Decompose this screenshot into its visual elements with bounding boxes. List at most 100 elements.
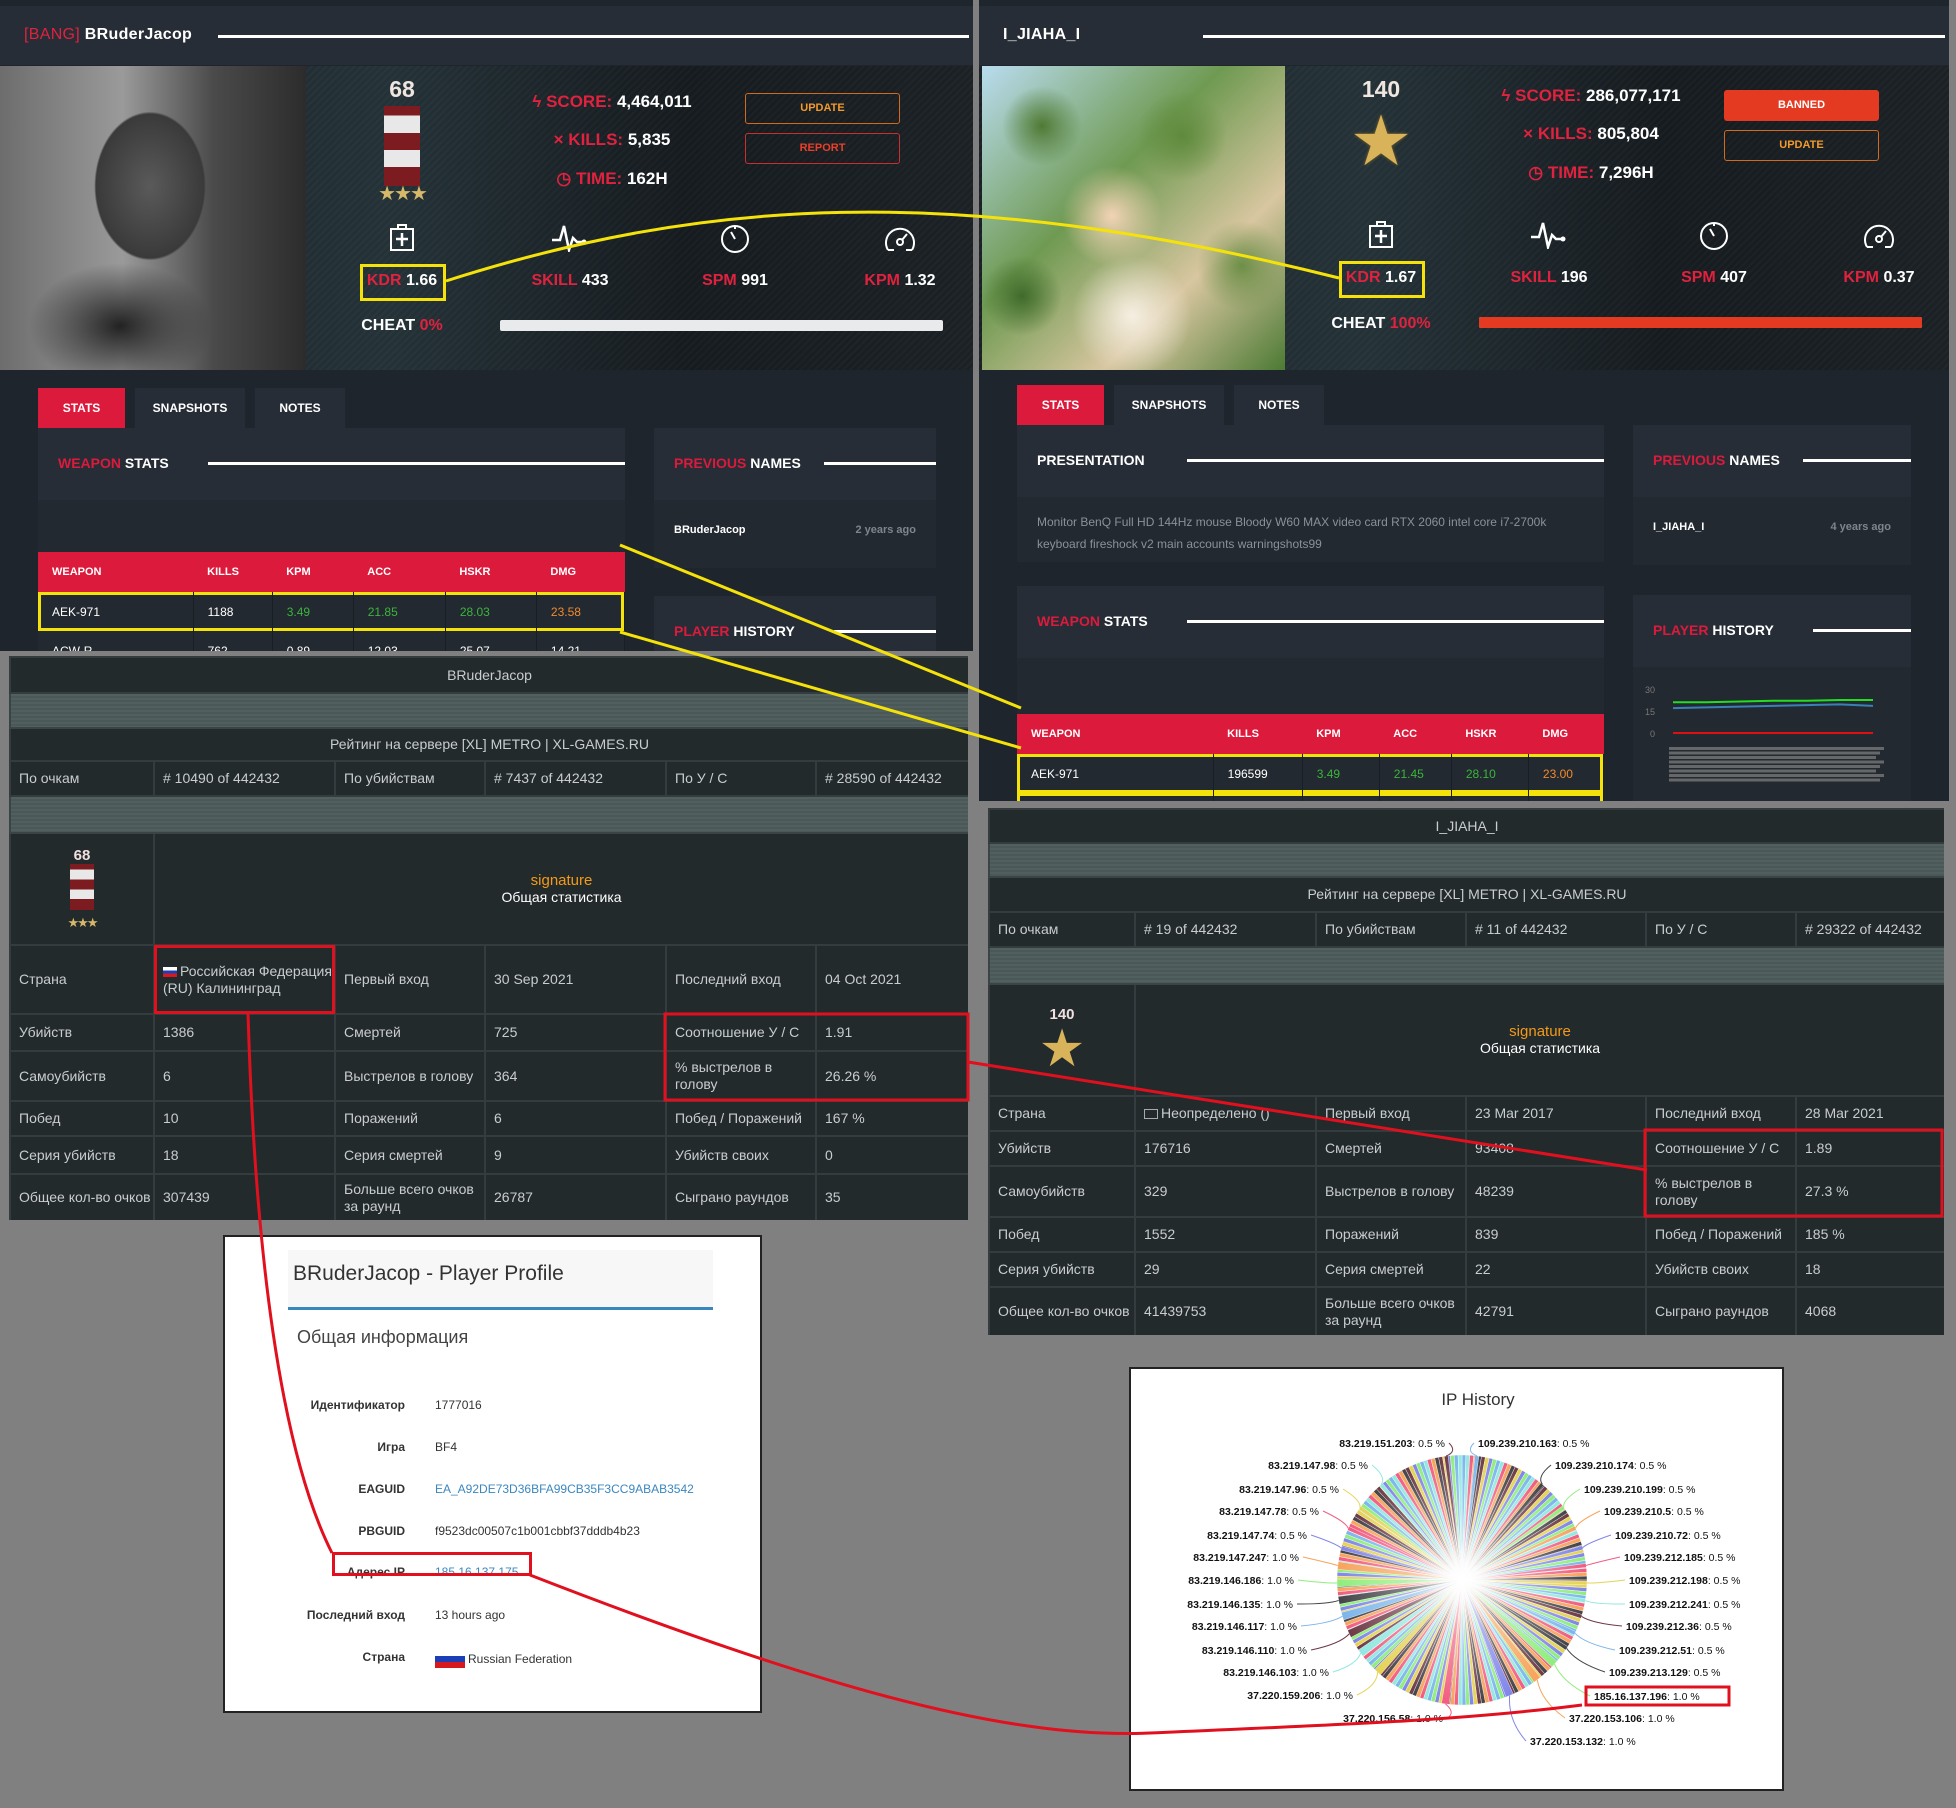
tab-stats[interactable]: STATS [1017, 385, 1104, 425]
weapon-cell: 28.03 [445, 592, 537, 631]
stat-value: 93408 [1465, 1130, 1647, 1167]
stats-row: Побед 1552 Поражений 839 Побед / Поражений 18… [988, 1216, 1944, 1253]
stats-row: Побед 10 Поражений 6 Побед / Поражений 167 % [9, 1100, 968, 1137]
stats-player-title: BRuderJacop [9, 656, 968, 694]
pie-data-label: 83.219.147.78: 0.5 % [1219, 1506, 1319, 1518]
presentation-text: Monitor BenQ Full HD 144Hz mouse Bloody … [1037, 515, 1547, 551]
weapon-cell: 27.85 [1528, 793, 1605, 801]
ip-history-chart: IP History 109.239.210.163: 0.5 % 109.239.… [1129, 1367, 1784, 1791]
stat-label: Последний вход [665, 944, 817, 1015]
column-header-weapon[interactable]: WEAPON [38, 552, 194, 592]
time-line: ◷ TIME: 7,296H [1528, 163, 1654, 182]
cheat-progress-fill [1479, 317, 1922, 328]
medkit-icon [382, 222, 422, 257]
weapon-row[interactable]: AEK-971 1188 3.49 21.85 28.03 23.58 [38, 592, 626, 631]
rank-label: По У / С [665, 760, 817, 797]
tab-snapshots[interactable]: SNAPSHOTS [1114, 385, 1224, 425]
weapon-cell: 1188 [193, 592, 273, 631]
card-divider [834, 630, 936, 633]
stat-label: Сыграно раундов [1645, 1286, 1797, 1335]
weapon-cell: 21.85 [353, 592, 446, 631]
stat-value: 18 [153, 1135, 336, 1175]
tab-notes[interactable]: NOTES [1234, 385, 1324, 425]
stat-label: Первый вход [1315, 1095, 1467, 1132]
weapon-cell: ACE 23 [1017, 793, 1214, 801]
report-button[interactable]: REPORT [745, 133, 900, 164]
tab-notes[interactable]: NOTES [255, 388, 345, 428]
column-header-dmg[interactable]: DMG [1528, 714, 1604, 754]
pie-leader-line [1536, 1679, 1566, 1719]
time-line: ◷ TIME: 162H [556, 169, 668, 188]
server-rating-title: Рейтинг на сервере [XL] METRO | XL-GAMES… [9, 727, 968, 762]
column-header-acc[interactable]: ACC [353, 552, 446, 592]
speedometer-icon [1859, 219, 1899, 256]
stat-spm: SPM 407 [1681, 269, 1747, 286]
column-header-hskr[interactable]: HSKR [445, 552, 537, 592]
player-history-card: PLAYER HISTORY [654, 596, 936, 651]
band-divider [9, 692, 968, 729]
ip-highlight-box [332, 1552, 532, 1576]
column-header-hskr[interactable]: HSKR [1451, 714, 1529, 754]
signature-link[interactable]: signature [530, 872, 593, 889]
profile-field-label: Идентификатор [310, 1398, 405, 1412]
column-header-kills[interactable]: KILLS [1213, 714, 1303, 754]
signature-link[interactable]: signature [1509, 1023, 1571, 1040]
header-divider [1203, 35, 1945, 38]
profile-field-value: 1777016 [435, 1398, 482, 1412]
previous-name-age: 2 years ago [855, 524, 916, 536]
rank-value: # 10490 of 442432 [153, 760, 336, 797]
stat-value: 1552 [1134, 1216, 1317, 1253]
player-avatar [982, 66, 1285, 370]
rank-emblem: 68 ★★★ [9, 832, 155, 946]
stat-label: Убийств [988, 1130, 1136, 1167]
pie-data-label: 109.239.210.199: 0.5 % [1584, 1484, 1696, 1496]
lightning-icon: ϟ [1501, 86, 1511, 105]
previous-name[interactable]: BRuderJacop [674, 524, 746, 536]
rank-emblem: 140 ★ [988, 983, 1136, 1097]
blurred-legend [1669, 747, 1884, 750]
pie-data-label: 109.239.212.185: 0.5 % [1624, 1552, 1736, 1564]
column-header-kpm[interactable]: KPM [272, 552, 354, 592]
stat-label: Побед [988, 1216, 1136, 1253]
stat-label: Соотношение У / С [1645, 1130, 1797, 1167]
pie-leader-line [1563, 1488, 1581, 1508]
server-stats-ru_right: I_JIAHA_I Рейтинг на сервере [XL] METRO |… [988, 808, 1944, 1335]
weapon-row[interactable]: AEK-971 196599 3.49 21.45 28.10 23.00 [1017, 754, 1605, 793]
pie-leader-line [1322, 1510, 1349, 1529]
stat-value: 26787 [484, 1173, 667, 1220]
column-header-weapon[interactable]: WEAPON [1017, 714, 1214, 754]
weapon-row[interactable]: ACE 231118993.0719.4025.6927.85 [1017, 793, 1605, 801]
stat-value: 26.26 % [814, 1050, 968, 1102]
stats-row: Общее кол-во очков 307439 Больше всего очк… [9, 1173, 968, 1220]
pie-leader-line [1540, 1464, 1552, 1485]
pie-leader-line [1585, 1600, 1626, 1605]
update-button[interactable]: UPDATE [745, 93, 900, 124]
update-button[interactable]: UPDATE [1724, 130, 1879, 161]
stat-value: 48239 [1465, 1165, 1647, 1218]
column-header-acc[interactable]: ACC [1379, 714, 1452, 754]
tab-snapshots[interactable]: SNAPSHOTS [135, 388, 245, 428]
pie-leader-line [1445, 1442, 1454, 1457]
column-header-kpm[interactable]: KPM [1302, 714, 1380, 754]
previous-name[interactable]: I_JIAHA_I [1653, 521, 1705, 533]
weapon-cell: 0.89 [272, 631, 354, 651]
kdr-highlight-box [1339, 261, 1425, 298]
stat-label: Поражений [334, 1100, 486, 1137]
stat-skill: SKILL 433 [531, 272, 609, 289]
column-header-kills[interactable]: KILLS [193, 552, 273, 592]
stat-value: Российская Федерация (RU) Калининград [153, 944, 336, 1015]
chart-title: IP History [1441, 1390, 1515, 1409]
banned-button[interactable]: BANNED [1724, 90, 1879, 121]
presentation-card-title: PRESENTATION [1037, 452, 1145, 468]
profile-field-link[interactable]: EA_A92DE73D36BFA99CB35F3CC9ABAB3542 [435, 1482, 694, 1496]
tab-stats[interactable]: STATS [38, 388, 125, 428]
column-header-dmg[interactable]: DMG [536, 552, 625, 592]
player-history-card: PLAYER HISTORY 30 15 0 [1633, 595, 1911, 801]
player-panel-right: I_JIAHA_I 140 ★ ϟ SCORE: 286,077,171 × KILLS… [979, 0, 1949, 801]
profile-field-label: PBGUID [358, 1524, 405, 1538]
weapon-row[interactable]: ACW-R 762 0.89 12.03 25.07 14.21 [38, 631, 626, 651]
weapon-stats-table: WEAPON KILLS KPM ACC HSKR DMG AEK-971 196599 3.4… [1017, 714, 1605, 801]
pie-leader-line [1297, 1579, 1338, 1584]
score-line: ϟ SCORE: 4,464,011 [532, 92, 692, 111]
stat-label: Общее кол-во очков [988, 1286, 1136, 1335]
